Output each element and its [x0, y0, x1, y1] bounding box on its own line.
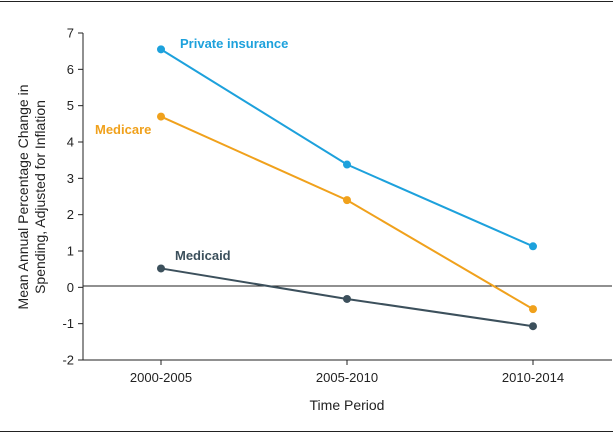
y-ticks: -2 -1 0 1 2 3 4 5 6 7 — [62, 26, 83, 368]
y-tick-label: 5 — [67, 98, 74, 113]
medicare-point — [343, 196, 351, 205]
x-ticks: 2000-2005 2005-2010 2010-2014 — [130, 360, 564, 385]
x-tick-label: 2005-2010 — [316, 370, 378, 385]
y-tick-label: 0 — [67, 280, 74, 295]
medicaid-point — [529, 322, 537, 331]
private-insurance-point — [529, 242, 537, 251]
y-tick-label: -2 — [62, 353, 74, 368]
y-tick-label: 4 — [67, 135, 74, 150]
private-insurance-point — [157, 45, 165, 54]
y-axis-title-line-2: Spending, Adjusted for Inflation — [32, 100, 48, 294]
medicaid-label: Medicaid — [175, 248, 231, 263]
medicaid-point — [343, 294, 351, 303]
x-tick-label: 2000-2005 — [130, 370, 192, 385]
y-axis-title-line-1: Mean Annual Percentage Change in — [15, 85, 31, 310]
y-axis-title: Mean Annual Percentage Change in Spendin… — [15, 85, 48, 310]
x-tick-label: 2010-2014 — [502, 370, 564, 385]
private-insurance-label: Private insurance — [180, 36, 288, 51]
private-insurance-line — [160, 48, 534, 248]
y-tick-label: 1 — [67, 244, 74, 259]
series-labels: Private insurance Medicare Medicaid — [95, 36, 288, 263]
series-group — [157, 45, 537, 331]
x-axis-title: Time Period — [310, 397, 385, 413]
y-tick-label: -1 — [62, 316, 74, 331]
y-tick-label: 6 — [67, 62, 74, 77]
medicare-label: Medicare — [95, 122, 151, 137]
medicaid-point — [157, 264, 165, 273]
medicare-line — [160, 115, 534, 310]
y-tick-label: 3 — [67, 171, 74, 186]
medicare-point — [529, 305, 537, 314]
medicare-point — [157, 112, 165, 121]
y-tick-label: 7 — [67, 26, 74, 41]
y-tick-label: 2 — [67, 207, 74, 222]
private-insurance-point — [343, 160, 351, 169]
